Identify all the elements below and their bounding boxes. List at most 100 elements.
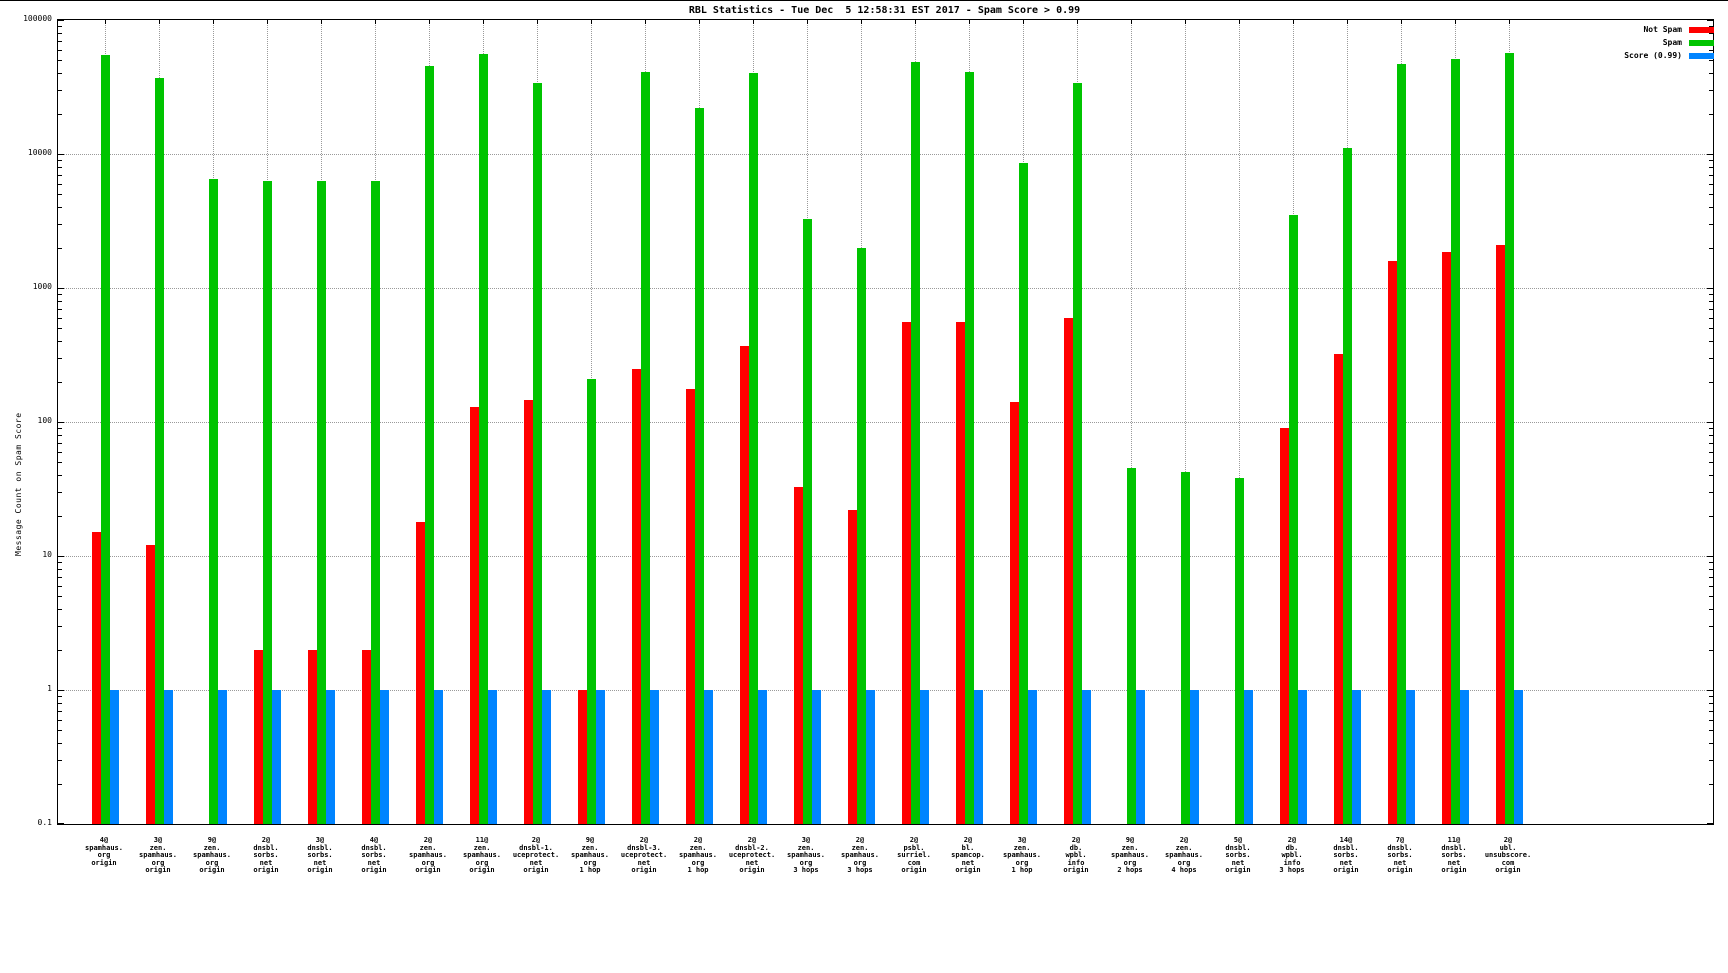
y-minor-tick (1709, 90, 1713, 92)
not-spam-bar (1009, 402, 1019, 824)
spam-bar (1450, 59, 1460, 824)
y-minor-tick (58, 696, 62, 698)
spam-bar (910, 61, 920, 824)
score-0-99--bar (1243, 690, 1253, 824)
horizontal-gridline (58, 556, 1713, 557)
y-minor-tick (58, 381, 62, 383)
x-tick (1023, 20, 1024, 24)
y-tick-label: 100 (37, 416, 52, 425)
y-minor-tick (58, 562, 62, 564)
y-minor-tick (58, 743, 62, 745)
y-minor-tick (1709, 492, 1713, 494)
spam-bar (478, 53, 488, 824)
x-category-label: 3@ zen. spamhaus. org 1 hop (1003, 836, 1041, 874)
x-category-label: 5@ dnsbl. sorbs. net origin (1225, 836, 1251, 874)
y-major-tick (1707, 556, 1713, 557)
x-category-label: 2@ zen. spamhaus. org 3 hops (841, 836, 879, 874)
y-major-tick (1707, 154, 1713, 155)
x-tick (645, 20, 646, 24)
score-0-99--bar (1135, 690, 1145, 824)
score-0-99--bar (649, 690, 659, 824)
y-minor-tick (58, 568, 62, 570)
y-minor-tick (58, 609, 62, 611)
y-minor-tick (58, 90, 62, 92)
y-major-tick (58, 690, 64, 691)
score-0-99--bar (109, 690, 119, 824)
x-tick (159, 20, 160, 24)
score-0-99--bar (1027, 690, 1037, 824)
score-0-99--bar (1189, 690, 1199, 824)
score-0-99--bar (757, 690, 767, 824)
x-category-label: 2@ dnsbl-1. uceprotect. net origin (512, 836, 560, 874)
not-spam-bar (307, 649, 317, 824)
score-0-99--bar (1459, 690, 1469, 824)
x-tick (591, 20, 592, 24)
not-spam-bar (469, 406, 479, 824)
x-category-label: 3@ zen. spamhaus. org 3 hops (787, 836, 825, 874)
not-spam-bar (901, 321, 911, 824)
y-minor-tick (58, 341, 62, 343)
x-tick (105, 20, 106, 24)
score-0-99--bar (379, 690, 389, 824)
y-minor-tick (58, 60, 62, 62)
x-tick (1509, 20, 1510, 24)
x-tick (1455, 20, 1456, 24)
y-minor-tick (58, 760, 62, 762)
not-spam-bar (739, 345, 749, 824)
y-minor-tick (1709, 696, 1713, 698)
not-spam-bar (1063, 317, 1073, 824)
x-category-label: 9@ zen. spamhaus. org 2 hops (1111, 836, 1149, 874)
spam-bar (532, 82, 542, 824)
y-minor-tick (58, 730, 62, 732)
score-0-99--bar (1351, 690, 1361, 824)
x-tick (483, 20, 484, 24)
score-0-99--bar (1297, 690, 1307, 824)
y-major-tick (58, 823, 64, 824)
horizontal-gridline (58, 422, 1713, 423)
x-category-label: 9@ zen. spamhaus. org origin (193, 836, 231, 874)
y-minor-tick (58, 492, 62, 494)
y-minor-tick (58, 207, 62, 209)
score-0-99--bar (433, 690, 443, 824)
spam-bar (640, 71, 650, 824)
y-major-tick (58, 20, 64, 21)
y-tick-label: 1 (47, 684, 52, 693)
y-minor-tick (1709, 428, 1713, 430)
y-minor-tick (58, 462, 62, 464)
spam-bar (262, 180, 272, 824)
y-minor-tick (1709, 710, 1713, 712)
x-category-label: 2@ psbl. surriel. com origin (897, 836, 931, 874)
y-minor-tick (58, 428, 62, 430)
score-0-99--bar (1513, 690, 1523, 824)
y-minor-tick (1709, 562, 1713, 564)
y-minor-tick (58, 166, 62, 168)
spam-bar (1126, 468, 1136, 824)
score-0-99--bar (163, 690, 173, 824)
y-axis-label: Message Count on Spam Score (14, 412, 23, 556)
y-minor-tick (1709, 160, 1713, 162)
legend-color-swatch (1689, 52, 1714, 59)
y-major-tick (1707, 288, 1713, 289)
y-minor-tick (1709, 207, 1713, 209)
not-spam-bar (793, 486, 803, 824)
y-major-tick (1707, 823, 1713, 824)
y-minor-tick (1709, 32, 1713, 34)
y-minor-tick (58, 783, 62, 785)
y-minor-tick (1709, 702, 1713, 704)
y-tick-label: 0.1 (37, 818, 52, 827)
x-tick (1185, 20, 1186, 24)
spam-bar (694, 108, 704, 824)
chart-title: RBL Statistics - Tue Dec 5 12:58:31 EST … (688, 5, 1081, 16)
y-major-tick (58, 422, 64, 423)
not-spam-bar (631, 368, 641, 824)
y-minor-tick (1709, 300, 1713, 302)
x-category-label: 2@ bl. spamcop. net origin (951, 836, 985, 874)
y-minor-tick (58, 710, 62, 712)
not-spam-bar (847, 510, 857, 824)
y-tick-label: 100000 (23, 14, 52, 23)
y-minor-tick (1709, 183, 1713, 185)
score-0-99--bar (703, 690, 713, 824)
legend: Not Spam Spam Score (0.99) (1624, 23, 1714, 62)
y-minor-tick (58, 183, 62, 185)
y-minor-tick (58, 308, 62, 310)
